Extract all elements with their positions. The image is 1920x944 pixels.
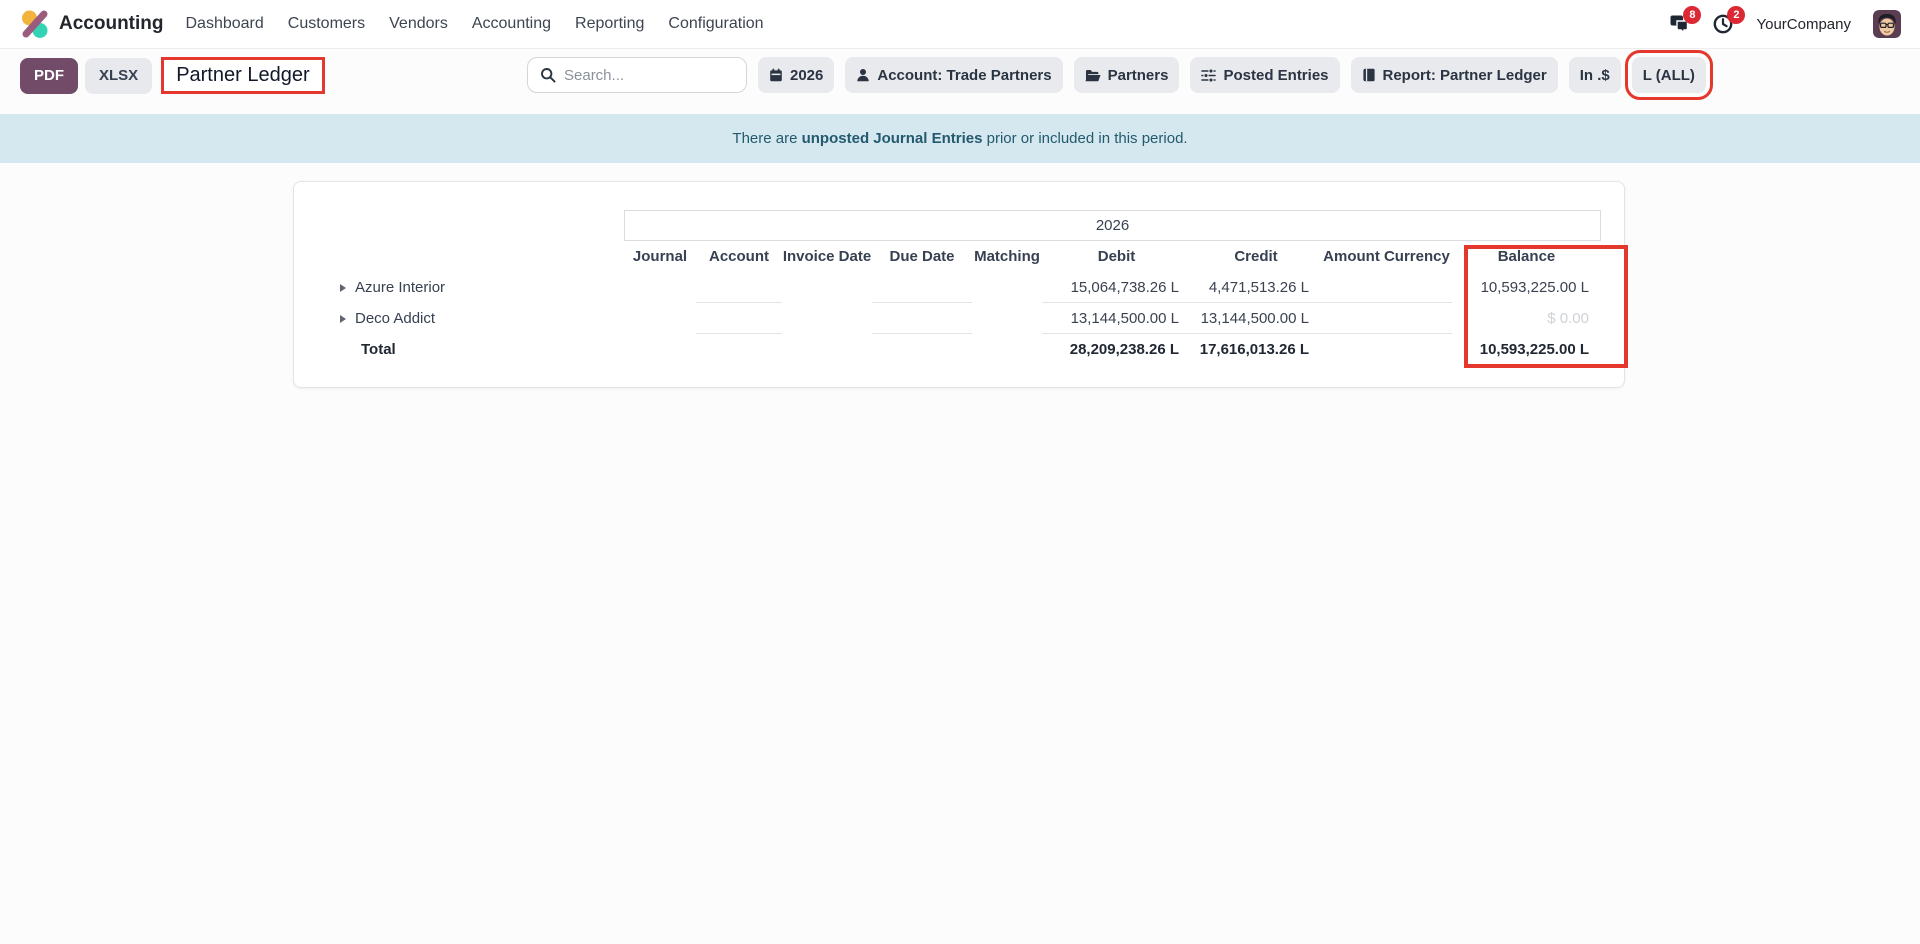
main-menu: Dashboard Customers Vendors Accounting R… bbox=[186, 15, 764, 33]
column-header-debit: Debit bbox=[1097, 248, 1136, 265]
credit-value: 13,144,500.00 L bbox=[1191, 303, 1321, 334]
debit-value: 13,144,500.00 L bbox=[1042, 303, 1191, 334]
filter-chip-year[interactable]: 2026 bbox=[758, 57, 835, 93]
column-header-matching: Matching bbox=[974, 248, 1040, 265]
pdf-button[interactable]: PDF bbox=[20, 57, 78, 94]
app-name: Accounting bbox=[59, 13, 164, 34]
filter-chip-label: Partners bbox=[1107, 66, 1169, 84]
calendar-icon bbox=[769, 68, 783, 82]
credit-value: 4,471,513.26 L bbox=[1191, 272, 1321, 303]
filter-chip-currency[interactable]: In .$ bbox=[1568, 57, 1621, 93]
book-icon bbox=[1362, 68, 1376, 82]
partner-ledger-card: 2026 Journal Account Invoice Date Due Da… bbox=[293, 181, 1628, 388]
sliders-icon bbox=[1201, 67, 1217, 83]
company-switcher[interactable]: YourCompany bbox=[1756, 15, 1851, 33]
accounting-app-logo-icon bbox=[20, 9, 50, 39]
total-credit: 17,616,013.26 L bbox=[1199, 341, 1309, 358]
partner-name: Deco Addict bbox=[355, 310, 436, 327]
navbar-systray: 8 2 YourCompany bbox=[1668, 6, 1901, 38]
search-box[interactable] bbox=[527, 57, 747, 93]
menu-vendors[interactable]: Vendors bbox=[389, 15, 448, 32]
menu-accounting[interactable]: Accounting bbox=[471, 15, 552, 32]
search-icon bbox=[540, 67, 556, 83]
total-debit: 28,209,238.26 L bbox=[1069, 341, 1179, 358]
balance-value: 10,593,225.00 L bbox=[1480, 279, 1589, 296]
user-avatar[interactable] bbox=[1873, 10, 1901, 38]
filter-chip-label: Account: Trade Partners bbox=[877, 66, 1052, 84]
partner-name: Azure Interior bbox=[355, 279, 446, 296]
menu-configuration[interactable]: Configuration bbox=[668, 15, 764, 32]
filter-chip-label: Posted Entries bbox=[1223, 66, 1329, 84]
empty-due-date-cell bbox=[872, 303, 972, 334]
search-input[interactable] bbox=[564, 66, 734, 84]
activities-badge: 2 bbox=[1727, 6, 1746, 24]
folder-icon bbox=[1085, 69, 1101, 82]
column-header-amount-currency: Amount Currency bbox=[1323, 248, 1450, 265]
empty-amount-currency-cell bbox=[1321, 272, 1452, 303]
report-toolbar: PDF XLSX Partner Ledger bbox=[0, 49, 1920, 114]
filter-chip-account[interactable]: Account: Trade Partners bbox=[845, 57, 1063, 93]
partner-ledger-table: 2026 Journal Account Invoice Date Due Da… bbox=[294, 210, 1601, 365]
period-header-cell: 2026 bbox=[624, 210, 1601, 241]
partner-row-azure-interior[interactable]: Azure Interior bbox=[294, 272, 624, 303]
column-header-credit: Credit bbox=[1234, 248, 1278, 265]
filter-chip-label: In .$ bbox=[1579, 66, 1610, 84]
filter-chip-label: 2026 bbox=[790, 66, 824, 84]
messages-icon[interactable]: 8 bbox=[1668, 6, 1702, 35]
search-and-filters: 2026 Account: Trade Partners Partners bbox=[527, 50, 1713, 100]
total-balance: 10,593,225.00 L bbox=[1479, 341, 1589, 358]
empty-due-date-cell bbox=[872, 272, 972, 303]
filter-chip-report[interactable]: Report: Partner Ledger bbox=[1350, 57, 1558, 93]
partner-ledger-highlight-box: Partner Ledger bbox=[161, 57, 325, 94]
column-header-invoice-date: Invoice Date bbox=[782, 248, 872, 265]
report-title: Partner Ledger bbox=[176, 64, 310, 86]
total-label: Total bbox=[361, 341, 396, 358]
export-buttons: PDF XLSX Partner Ledger bbox=[20, 57, 325, 94]
balance-value-zero: $ 0.00 bbox=[1547, 310, 1589, 327]
column-header-journal: Journal bbox=[632, 248, 688, 265]
menu-customers[interactable]: Customers bbox=[287, 15, 366, 32]
banner-text: There are unposted Journal Entries prior… bbox=[732, 130, 1188, 147]
filter-chip-posted-entries[interactable]: Posted Entries bbox=[1190, 57, 1340, 93]
top-navbar: Accounting Dashboard Customers Vendors A… bbox=[0, 0, 1920, 49]
expand-caret-icon[interactable] bbox=[340, 314, 346, 323]
messages-badge: 8 bbox=[1683, 6, 1702, 24]
xlsx-button[interactable]: XLSX bbox=[85, 57, 153, 94]
debit-value: 15,064,738.26 L bbox=[1042, 272, 1191, 303]
filter-chip-partners[interactable]: Partners bbox=[1073, 57, 1180, 93]
empty-amount-currency-cell bbox=[1321, 303, 1452, 334]
menu-dashboard[interactable]: Dashboard bbox=[185, 15, 264, 32]
menu-reporting[interactable]: Reporting bbox=[575, 15, 645, 32]
empty-account-cell bbox=[696, 303, 782, 334]
column-header-account: Account bbox=[709, 248, 769, 265]
expand-caret-icon[interactable] bbox=[340, 283, 346, 292]
partner-row-deco-addict[interactable]: Deco Addict bbox=[294, 303, 624, 334]
column-header-balance: Balance bbox=[1497, 248, 1556, 265]
filter-chip-l-all[interactable]: L (ALL) bbox=[1624, 50, 1713, 100]
filter-chip-label: L (ALL) bbox=[1642, 66, 1695, 84]
empty-account-cell bbox=[696, 272, 782, 303]
app-brand[interactable]: Accounting bbox=[20, 9, 164, 39]
unposted-entries-banner: There are unposted Journal Entries prior… bbox=[0, 114, 1920, 163]
filter-chip-label: Report: Partner Ledger bbox=[1382, 66, 1547, 84]
activities-clock-icon[interactable]: 2 bbox=[1712, 6, 1746, 35]
user-icon bbox=[856, 68, 870, 82]
column-header-due-date: Due Date bbox=[889, 248, 955, 265]
